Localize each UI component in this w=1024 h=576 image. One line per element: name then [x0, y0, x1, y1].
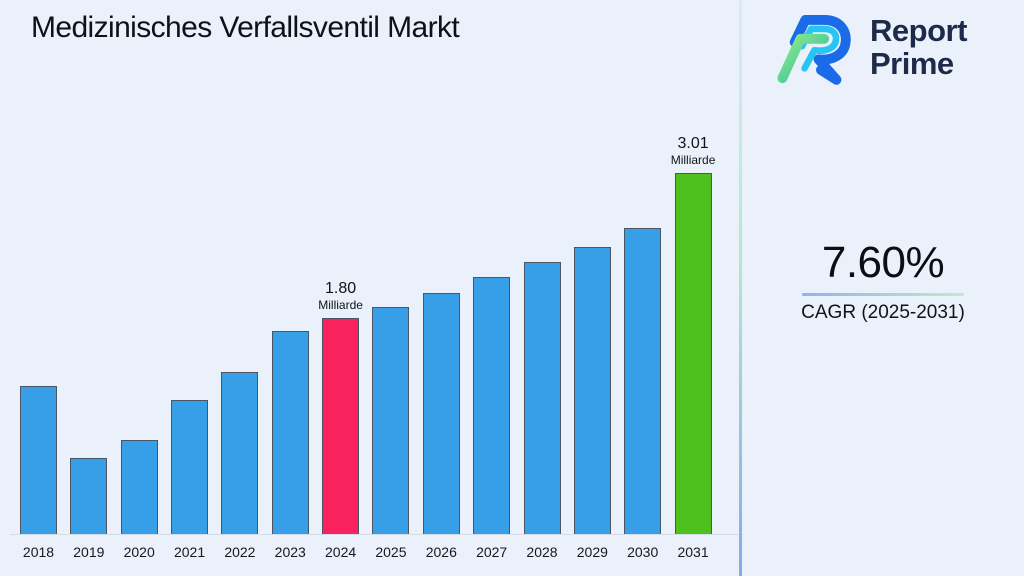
cagr-label: CAGR (2025-2031): [801, 302, 965, 323]
bar-2027: [473, 277, 511, 534]
x-tick-2024: 2024: [325, 544, 357, 560]
bar-2026: [422, 293, 460, 534]
bar-2029: [573, 247, 611, 534]
annotation-unit-2031: Milliarde: [670, 153, 716, 167]
logo-word-prime: Prime: [870, 46, 954, 81]
bar-annotation-2024: 1.80 Milliarde: [318, 279, 363, 313]
x-tick-2026: 2026: [425, 544, 457, 560]
x-tick-2027: 2027: [476, 544, 508, 560]
cagr-panel: 7.60% CAGR (2025-2031): [742, 238, 1024, 324]
x-tick-2018: 2018: [22, 544, 55, 560]
panel-divider: [739, 0, 742, 576]
bar-annotation-2031: 3.01 Milliarde: [671, 134, 716, 168]
bar-2022: [221, 372, 259, 534]
x-tick-2028: 2028: [526, 544, 558, 560]
bar-2024: [322, 318, 360, 534]
annotation-value-2024: 1.80: [325, 280, 357, 297]
report-prime-logo-text: Report Prime: [870, 14, 967, 80]
x-tick-2022: 2022: [224, 544, 256, 560]
x-tick-2021: 2021: [173, 544, 206, 560]
annotation-value-2031: 3.01: [677, 135, 709, 152]
x-axis-line: [10, 534, 743, 535]
x-tick-2020: 2020: [123, 544, 155, 560]
report-prime-logo: Report Prime: [775, 9, 967, 85]
bar-2025: [372, 307, 410, 534]
page-title: Medizinisches Verfallsventil Markt: [31, 11, 460, 44]
bar-2019: [70, 458, 108, 534]
bar-2020: [120, 440, 158, 534]
bar-2028: [523, 262, 561, 534]
bar-2021: [171, 400, 209, 534]
cagr-value: 7.60%: [821, 238, 945, 287]
x-tick-2025: 2025: [375, 544, 407, 560]
x-tick-2019: 2019: [73, 544, 105, 560]
x-tick-2029: 2029: [576, 544, 608, 560]
x-tick-2023: 2023: [274, 544, 306, 560]
bar-2031: [674, 173, 712, 534]
bar-2023: [271, 331, 309, 534]
logo-word-report: Report: [870, 13, 967, 48]
bar-2018: [20, 386, 57, 534]
x-tick-2031: 2031: [677, 544, 709, 560]
report-prime-logo-icon: [777, 15, 851, 85]
bar-chart: 2018 2019 2020 2021 2022 2023 2024 2025 2026 2027…: [10, 134, 743, 560]
annotation-unit-2024: Milliarde: [318, 298, 363, 312]
cagr-underline: [802, 293, 964, 296]
x-tick-2030: 2030: [627, 544, 659, 560]
bar-2030: [624, 228, 662, 534]
